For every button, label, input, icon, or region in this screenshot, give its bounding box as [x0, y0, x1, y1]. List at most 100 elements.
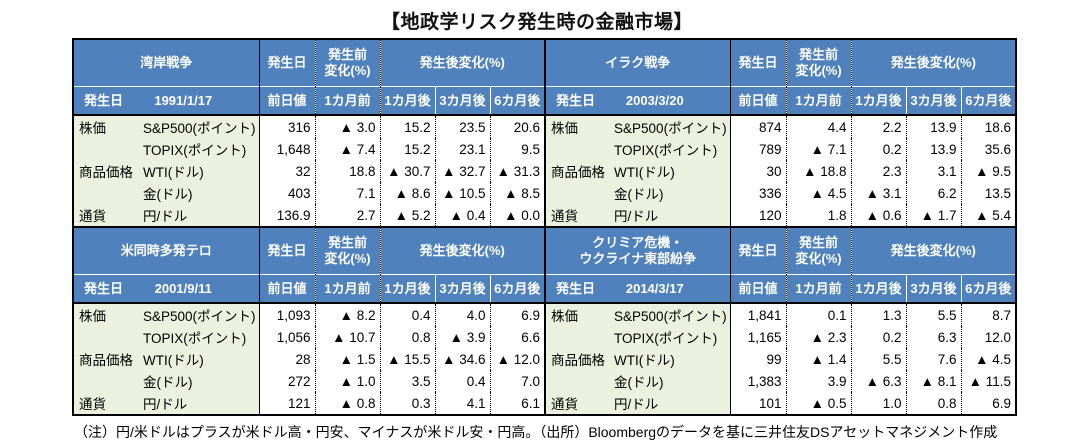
value-cell: 4.4: [785, 115, 852, 138]
value-cell: 0.1: [785, 303, 852, 326]
prev-day-header: 前日値: [729, 274, 787, 304]
occurrence-date-cell: 発生日 1991/1/17: [74, 86, 260, 116]
table-row: 株価 S&P500(ポイント) 1,093 ▲ 8.2 0.4 4.0 6.9: [74, 303, 545, 326]
value-cell: ▲ 34.6: [434, 348, 491, 370]
item-label: S&P500(ポイント): [142, 303, 260, 326]
prev-day-value: 1,056: [258, 326, 316, 348]
value-cell: 2.7: [314, 204, 381, 226]
post-change-header: 発生後変化(%): [379, 227, 545, 275]
post-change-header: 発生後変化(%): [379, 40, 545, 87]
quadrant-gulf-war: 湾岸戦争 発生日 発生前 変化(%) 発生後変化(%) 発生日 1991/1/1…: [74, 40, 545, 226]
value-cell: ▲ 2.3: [785, 326, 852, 348]
item-label: WTI(ドル): [142, 348, 260, 370]
category-label: 通貨: [545, 392, 614, 414]
header-row-2: 発生日 2001/9/11 前日値 1カ月前 1カ月後 3カ月後 6カ月後: [74, 274, 545, 304]
category-label: [545, 370, 614, 392]
war-name-line1: 米同時多発テロ: [120, 243, 212, 258]
occurrence-date-cell: 発生日 2014/3/17: [545, 274, 731, 304]
value-cell: 13.9: [905, 115, 962, 138]
occurrence-date-cell: 発生日 2001/9/11: [74, 274, 260, 304]
value-cell: 0.8: [905, 392, 962, 414]
value-cell: 35.6: [960, 138, 1016, 160]
m1-after-header: 1カ月後: [850, 274, 907, 304]
item-label: S&P500(ポイント): [613, 115, 731, 138]
prev-day-value: 336: [729, 182, 787, 204]
post-change-header: 発生後変化(%): [850, 227, 1016, 275]
m1-after-header: 1カ月後: [379, 274, 436, 304]
war-name-line1: 湾岸戦争: [140, 55, 193, 70]
value-cell: 7.6: [905, 348, 962, 370]
war-name: クリミア危機・ ウクライナ東部紛争: [545, 227, 731, 275]
m6-after-header: 6カ月後: [960, 274, 1016, 304]
m1-before-header: 1カ月前: [314, 274, 381, 304]
item-label: 金(ドル): [613, 370, 731, 392]
value-cell: 1.3: [850, 303, 907, 326]
table-row: 商品価格 WTI(ドル) 30 ▲ 18.8 2.3 3.1 ▲ 9.5: [545, 160, 1016, 182]
table-row: 株価 S&P500(ポイント) 874 4.4 2.2 13.9 18.6: [545, 115, 1016, 138]
value-cell: ▲ 11.5: [960, 370, 1016, 392]
category-label: [74, 370, 142, 392]
m1-before-header: 1カ月前: [314, 86, 381, 116]
value-cell: ▲ 3.0: [314, 115, 381, 138]
value-cell: 6.2: [905, 182, 962, 204]
value-cell: ▲ 8.6: [379, 182, 436, 204]
table-row: TOPIX(ポイント) 1,648 ▲ 7.4 15.2 23.1 9.5: [74, 138, 545, 160]
item-label: TOPIX(ポイント): [613, 138, 731, 160]
table-row: TOPIX(ポイント) 789 ▲ 7.1 0.2 13.9 35.6: [545, 138, 1016, 160]
header-row-1: 米同時多発テロ 発生日 発生前 変化(%) 発生後変化(%): [74, 227, 545, 275]
value-cell: ▲ 0.5: [785, 392, 852, 414]
occurrence-date-value: 2014/3/17: [625, 280, 684, 296]
value-cell: 15.2: [379, 115, 436, 138]
occurrence-date-value: 1991/1/17: [154, 92, 213, 108]
value-cell: 7.0: [489, 370, 545, 392]
financial-table: 湾岸戦争 発生日 発生前 変化(%) 発生後変化(%) 発生日 1991/1/1…: [72, 38, 1018, 416]
item-label: TOPIX(ポイント): [142, 326, 260, 348]
prev-day-value: 28: [258, 348, 316, 370]
prev-day-header: 前日値: [729, 86, 787, 116]
prev-day-value: 316: [258, 115, 316, 138]
value-cell: 1.0: [850, 392, 907, 414]
table-row: TOPIX(ポイント) 1,056 ▲ 10.7 0.8 ▲ 3.9 6.6: [74, 326, 545, 348]
value-cell: 5.5: [905, 303, 962, 326]
m3-after-header: 3カ月後: [434, 86, 491, 116]
table-row: 金(ドル) 272 ▲ 1.0 3.5 0.4 7.0: [74, 370, 545, 392]
header-row-1: 湾岸戦争 発生日 発生前 変化(%) 発生後変化(%): [74, 40, 545, 87]
item-label: 円/ドル: [613, 204, 731, 226]
value-cell: 5.5: [850, 348, 907, 370]
value-cell: 23.1: [434, 138, 491, 160]
value-cell: ▲ 10.7: [314, 326, 381, 348]
value-cell: ▲ 0.6: [850, 204, 907, 226]
category-label: 株価: [74, 115, 142, 138]
value-cell: ▲ 4.5: [960, 348, 1016, 370]
value-cell: ▲ 3.9: [434, 326, 491, 348]
value-cell: 3.5: [379, 370, 436, 392]
table-row: 金(ドル) 403 7.1 ▲ 8.6 ▲ 10.5 ▲ 8.5: [74, 182, 545, 204]
item-label: WTI(ドル): [613, 160, 731, 182]
value-cell: 20.6: [489, 115, 545, 138]
value-cell: 18.6: [960, 115, 1016, 138]
value-cell: 4.0: [434, 303, 491, 326]
value-cell: 6.3: [905, 326, 962, 348]
value-cell: 1.8: [785, 204, 852, 226]
category-label: 通貨: [74, 392, 142, 414]
category-label: [74, 138, 142, 160]
item-label: S&P500(ポイント): [613, 303, 731, 326]
m3-after-header: 3カ月後: [905, 274, 962, 304]
prev-day-value: 874: [729, 115, 787, 138]
item-label: 金(ドル): [142, 182, 260, 204]
occurrence-date-value: 2003/3/20: [625, 92, 684, 108]
value-cell: 0.8: [379, 326, 436, 348]
category-label: [545, 182, 614, 204]
value-cell: 0.4: [434, 370, 491, 392]
item-label: 金(ドル): [142, 370, 260, 392]
value-cell: 2.3: [850, 160, 907, 182]
prev-day-value: 136.9: [258, 204, 316, 226]
prev-day-header: 前日値: [258, 86, 316, 116]
occurrence-date-header: 発生日: [258, 227, 316, 275]
m6-after-header: 6カ月後: [489, 86, 545, 116]
value-cell: 6.6: [489, 326, 545, 348]
prev-day-value: 1,841: [729, 303, 787, 326]
value-cell: ▲ 1.4: [785, 348, 852, 370]
value-cell: 9.5: [489, 138, 545, 160]
date-label: 発生日: [556, 92, 596, 108]
